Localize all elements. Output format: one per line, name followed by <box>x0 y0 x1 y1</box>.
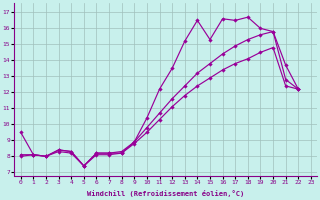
X-axis label: Windchill (Refroidissement éolien,°C): Windchill (Refroidissement éolien,°C) <box>87 190 244 197</box>
